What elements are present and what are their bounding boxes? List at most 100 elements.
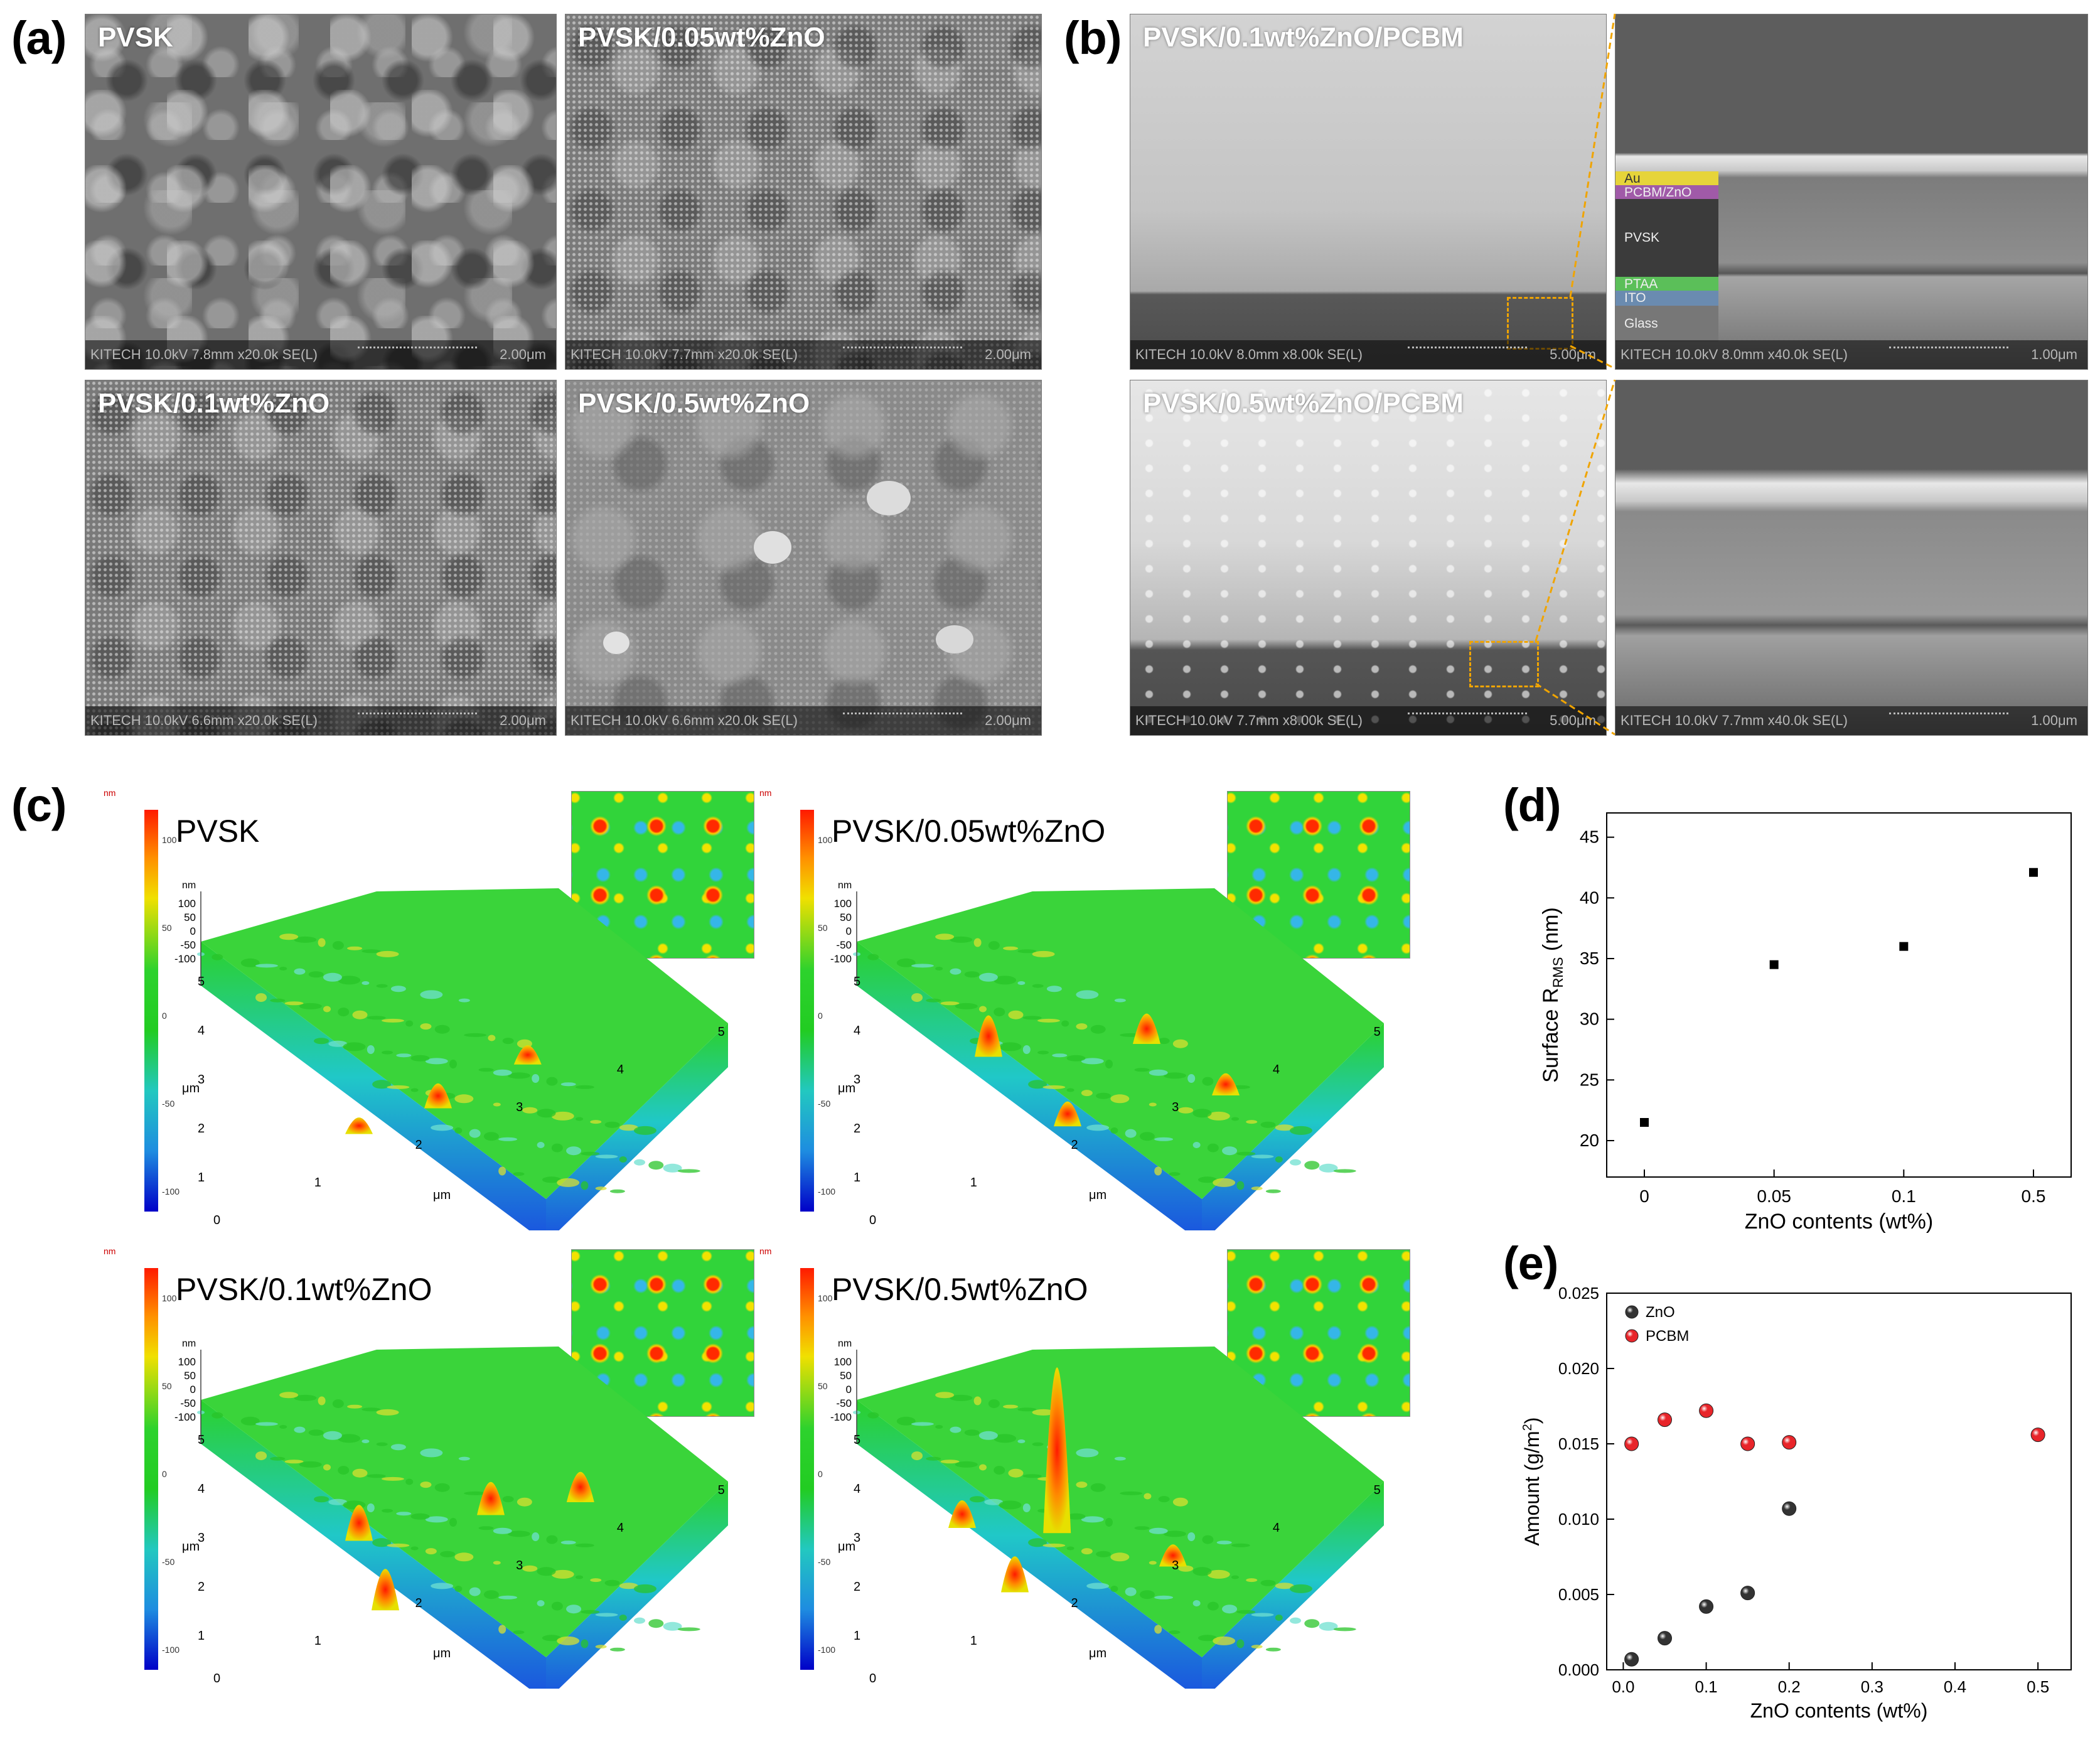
surface-texture-spot bbox=[1192, 1142, 1201, 1148]
height-axis-unit: nm bbox=[182, 880, 196, 891]
sem-label: PVSK/0.1wt%ZnO/PCBM bbox=[1143, 22, 1464, 53]
afm-3d-surface: 100 50 0 -50 -100 nm 0 1 2 3 4 5 1 2 3 4 5 μm μm bbox=[174, 1338, 728, 1689]
surface-texture-spot bbox=[522, 1565, 538, 1572]
layer-pvsk: PVSK bbox=[1615, 199, 1718, 277]
layer-ito: ITO bbox=[1615, 291, 1718, 306]
surface-texture-spot bbox=[498, 1625, 506, 1634]
surface-texture-spot bbox=[488, 1035, 496, 1041]
surface-texture-spot bbox=[1222, 1605, 1238, 1614]
surface-texture-spot bbox=[478, 1526, 494, 1530]
surface-texture-spot bbox=[1192, 1109, 1212, 1118]
colorbar-tick: -50 bbox=[162, 1557, 175, 1567]
surface-peak bbox=[1001, 1556, 1029, 1593]
data-point-pcbm bbox=[1699, 1403, 1714, 1418]
surface-texture-spot bbox=[376, 1442, 388, 1446]
surface-texture-spot bbox=[978, 972, 998, 982]
surface-texture-spot bbox=[493, 1102, 501, 1107]
surface-texture-spot bbox=[381, 1476, 404, 1481]
surface-texture-spot bbox=[546, 1535, 558, 1544]
surface-texture-spot bbox=[1319, 1163, 1338, 1173]
x-tick-label: 2 bbox=[1071, 1138, 1078, 1152]
surface-texture-spot bbox=[405, 1478, 414, 1485]
surface-texture-spot bbox=[522, 1107, 538, 1114]
surface-texture-spot bbox=[1163, 1072, 1186, 1079]
surface-texture-spot bbox=[1003, 1404, 1019, 1409]
surface-texture-spot bbox=[270, 1456, 286, 1461]
surface-texture-spot bbox=[633, 1584, 656, 1593]
surface-texture-spot bbox=[979, 1006, 987, 1013]
x-tick-label: 5 bbox=[1374, 1025, 1381, 1039]
colorbar-tick: 0 bbox=[162, 1011, 167, 1021]
surface-texture-spot bbox=[420, 1448, 443, 1458]
surface-texture-spot bbox=[581, 1639, 589, 1648]
surface-peak bbox=[948, 1500, 976, 1528]
surface-peak bbox=[975, 1015, 1002, 1057]
surface-texture-spot bbox=[255, 964, 278, 968]
x-tick-label: 1 bbox=[314, 1176, 321, 1190]
surface-peak bbox=[424, 1083, 452, 1109]
scale-bar-label: 1.00μm bbox=[1889, 340, 2077, 369]
surface-texture-spot bbox=[1290, 1617, 1302, 1624]
surface-texture-spot bbox=[950, 936, 973, 943]
surface-texture-spot bbox=[323, 1431, 342, 1440]
height-tick-label: 50 bbox=[184, 911, 196, 923]
sem-cross-section-01-zno: PVSK/0.1wt%ZnO/PCBM KITECH 10.0kV 8.0mm … bbox=[1130, 14, 1607, 370]
data-point-zno bbox=[1782, 1501, 1797, 1516]
surface-texture-spot bbox=[425, 1058, 448, 1065]
x-tick-label: 5 bbox=[718, 1025, 725, 1039]
data-point-pcbm bbox=[1782, 1435, 1797, 1450]
x-tick-label: 1 bbox=[314, 1634, 321, 1648]
height-colorbar bbox=[800, 1268, 814, 1670]
surface-texture-spot bbox=[557, 1636, 580, 1645]
y-axis-unit: μm bbox=[182, 1082, 200, 1095]
surface-texture-spot bbox=[410, 1088, 419, 1092]
layer-au: Au bbox=[1615, 171, 1718, 186]
data-point-zno bbox=[1624, 1652, 1639, 1667]
y-tick-label: 1 bbox=[854, 1629, 860, 1643]
surface-texture-spot bbox=[1110, 1094, 1130, 1104]
data-point bbox=[1899, 942, 1909, 951]
legend-marker bbox=[1625, 1305, 1639, 1319]
x-tick-label: 0.0 bbox=[1612, 1677, 1634, 1696]
surface-texture-spot bbox=[1213, 1178, 1236, 1187]
x-tick-label: 3 bbox=[1172, 1559, 1179, 1573]
surface-texture-spot bbox=[1086, 1583, 1110, 1589]
data-point-zno bbox=[1699, 1599, 1714, 1614]
surface-texture-spot bbox=[240, 1416, 260, 1426]
surface-texture-spot bbox=[1260, 1579, 1276, 1586]
surface-texture-spot bbox=[454, 1094, 474, 1104]
surface-texture-spot bbox=[1197, 1635, 1217, 1642]
surface-texture-spot bbox=[1028, 1538, 1047, 1547]
x-tick-label: 3 bbox=[516, 1559, 523, 1573]
layer-legend: Au PCBM/ZnO PVSK PTAA ITO Glass bbox=[1615, 171, 1718, 342]
surface-texture-spot bbox=[935, 1392, 955, 1399]
sem-footer: KITECH 10.0kV 8.0mm x8.00k SE(L) 5.00μm bbox=[1130, 340, 1606, 369]
surface-texture-spot bbox=[978, 1431, 998, 1440]
surface-texture-spot bbox=[434, 1483, 450, 1492]
sem-label: PVSK bbox=[98, 22, 173, 53]
surface-texture-spot bbox=[619, 1156, 627, 1163]
surface-texture-spot bbox=[338, 1466, 350, 1475]
colorbar-tick: 100 bbox=[818, 835, 833, 845]
surface-texture-spot bbox=[1052, 1053, 1068, 1058]
surface-texture-spot bbox=[609, 1189, 625, 1193]
surface-texture-spot bbox=[1066, 1513, 1086, 1520]
legend-label: ZnO bbox=[1646, 1304, 1675, 1321]
sem-footer: KITECH 10.0kV 6.6mm x20.0k SE(L) 2.00μm bbox=[85, 706, 556, 735]
colorbar-tick: -50 bbox=[818, 1099, 831, 1109]
surface-texture-spot bbox=[469, 1587, 481, 1596]
surface-texture-spot bbox=[284, 1001, 304, 1006]
data-point-pcbm bbox=[2030, 1427, 2045, 1443]
surface-texture-spot bbox=[376, 1409, 399, 1416]
surface-texture-spot bbox=[964, 971, 980, 978]
surface-texture-spot bbox=[634, 1159, 646, 1166]
colorbar-tick: 0 bbox=[818, 1469, 823, 1479]
surface-texture-spot bbox=[1081, 1058, 1104, 1065]
y-tick-label: 2 bbox=[854, 1122, 860, 1136]
surface-texture-spot bbox=[950, 968, 962, 975]
data-point-pcbm bbox=[1624, 1436, 1639, 1451]
surface-texture-spot bbox=[440, 1551, 456, 1557]
surface-texture-spot bbox=[255, 1451, 267, 1461]
scale-bar-label: 2.00μm bbox=[358, 706, 546, 735]
x-tick-label: 4 bbox=[1273, 1063, 1280, 1077]
